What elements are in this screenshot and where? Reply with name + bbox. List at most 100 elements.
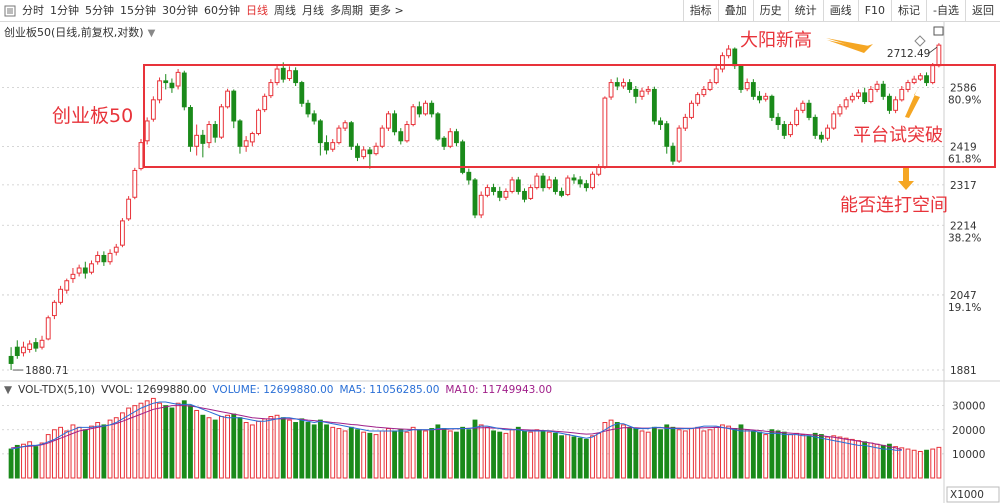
volume-bar-135 <box>843 437 849 479</box>
volume-bar-24 <box>157 402 162 479</box>
candle-body-17 <box>113 246 119 253</box>
vol-ma10-value: MA10: 11749943.00 <box>445 384 553 396</box>
toolbar-button-4[interactable]: 画线 <box>822 0 858 21</box>
candle-body-33 <box>212 124 218 138</box>
label-gap-question: 能否连打空间 <box>840 195 948 216</box>
chart-title-dropdown-icon[interactable]: ▼ <box>147 28 156 39</box>
candle-body-112 <box>701 88 707 96</box>
volume-bar-75 <box>472 419 478 479</box>
volume-bar-103 <box>645 431 651 479</box>
period-tab-2[interactable]: 5分钟 <box>85 4 114 17</box>
volume-bar-132 <box>825 436 830 479</box>
candle-body-47 <box>299 82 305 104</box>
toolbar-button-0[interactable]: 指标 <box>682 0 718 21</box>
volume-bar-123 <box>769 429 775 479</box>
candle-body-57 <box>361 149 367 158</box>
volume-bar-12 <box>82 429 88 479</box>
candle-body-75 <box>472 179 478 216</box>
candle-body-99 <box>621 82 626 87</box>
volume-bar-92 <box>577 437 583 479</box>
candle-body-119 <box>744 82 750 90</box>
candle-body-78 <box>491 187 496 192</box>
vol-vvol-value: VVOL: 12699880.00 <box>101 384 207 396</box>
volume-bar-113 <box>707 429 713 479</box>
candle-body-61 <box>385 113 391 129</box>
candle-body-98 <box>614 82 620 87</box>
candle-body-139 <box>868 88 874 103</box>
panel-toggle-icon[interactable] <box>933 26 944 36</box>
candle-body-36 <box>231 90 237 122</box>
volume-bar-31 <box>200 414 206 479</box>
volume-bar-133 <box>831 435 837 479</box>
vol-indicator-name[interactable]: VOL-TDX(5,10) <box>18 384 96 396</box>
period-tab-8[interactable]: 月线 <box>302 4 324 17</box>
candle-body-103 <box>645 88 651 92</box>
period-tab-4[interactable]: 30分钟 <box>162 4 198 17</box>
candle-body-91 <box>571 177 577 181</box>
period-tab-6[interactable]: 日线 <box>246 4 268 17</box>
toolbar-button-6[interactable]: 标记 <box>891 0 926 21</box>
period-tab-7[interactable]: 周线 <box>274 4 296 17</box>
volume-bar-37 <box>237 417 243 479</box>
candle-body-132 <box>825 127 830 139</box>
toolbar-button-3[interactable]: 统计 <box>787 0 823 21</box>
volume-bar-82 <box>515 426 521 479</box>
toolbar-menu-icon[interactable] <box>4 5 16 17</box>
toolbar-button-5[interactable]: F10 <box>857 0 891 21</box>
candle-body-28 <box>181 72 187 108</box>
volume-bar-140 <box>874 443 880 479</box>
volume-bar-57 <box>361 431 367 479</box>
volume-bar-43 <box>274 414 280 479</box>
volume-bar-88 <box>552 432 558 479</box>
candle-body-41 <box>262 95 268 111</box>
candle-body-66 <box>416 106 422 115</box>
volume-tick-label-2: 10000 <box>952 449 985 461</box>
candle-body-118 <box>738 65 744 90</box>
candle-body-65 <box>410 106 416 126</box>
toolbar-button-1[interactable]: 叠加 <box>717 0 753 21</box>
volume-bar-63 <box>398 429 404 479</box>
candle-body-7 <box>51 301 57 317</box>
toolbar-button-7[interactable]: -自选 <box>926 0 965 21</box>
volume-bar-93 <box>583 438 589 479</box>
volume-bar-70 <box>441 428 447 479</box>
volume-bar-68 <box>429 428 435 479</box>
toolbar-button-2[interactable]: 历史 <box>752 0 788 21</box>
candle-body-37 <box>237 120 243 147</box>
candle-body-4 <box>33 342 39 349</box>
vol-collapse-icon[interactable]: ▼ <box>4 384 13 396</box>
candle-body-54 <box>342 122 348 129</box>
candle-body-20 <box>132 169 138 198</box>
period-tab-5[interactable]: 60分钟 <box>204 4 240 17</box>
candle-body-113 <box>707 82 713 90</box>
toolbar-button-8[interactable]: 返回 <box>965 0 1000 21</box>
candle-body-102 <box>639 90 645 97</box>
volume-bar-34 <box>218 416 224 479</box>
volume-bar-144 <box>899 447 905 479</box>
volume-bar-15 <box>101 424 107 479</box>
period-tab-1[interactable]: 1分钟 <box>50 4 79 17</box>
candle-body-82 <box>515 179 521 192</box>
volume-bar-0 <box>8 448 14 479</box>
period-tab-0[interactable]: 分时 <box>22 4 44 17</box>
candle-body-59 <box>373 145 379 155</box>
volume-bar-72 <box>454 431 459 479</box>
candle-body-76 <box>478 194 484 216</box>
volume-bar-89 <box>559 435 565 479</box>
volume-bar-117 <box>732 428 738 479</box>
period-tab-3[interactable]: 15分钟 <box>120 4 156 17</box>
volume-bar-127 <box>794 432 800 479</box>
candle-body-84 <box>528 187 534 199</box>
volume-tick-label-1: 20000 <box>952 425 985 437</box>
volume-bar-96 <box>602 422 608 479</box>
period-tab-10[interactable]: 更多 > <box>369 4 404 17</box>
volume-bar-5 <box>39 442 45 479</box>
price-tick-pct-3: 38.2% <box>948 232 981 244</box>
volume-bar-106 <box>664 424 670 479</box>
period-tab-9[interactable]: 多周期 <box>330 4 363 17</box>
candle-body-77 <box>484 187 490 196</box>
volume-bar-129 <box>806 435 812 479</box>
